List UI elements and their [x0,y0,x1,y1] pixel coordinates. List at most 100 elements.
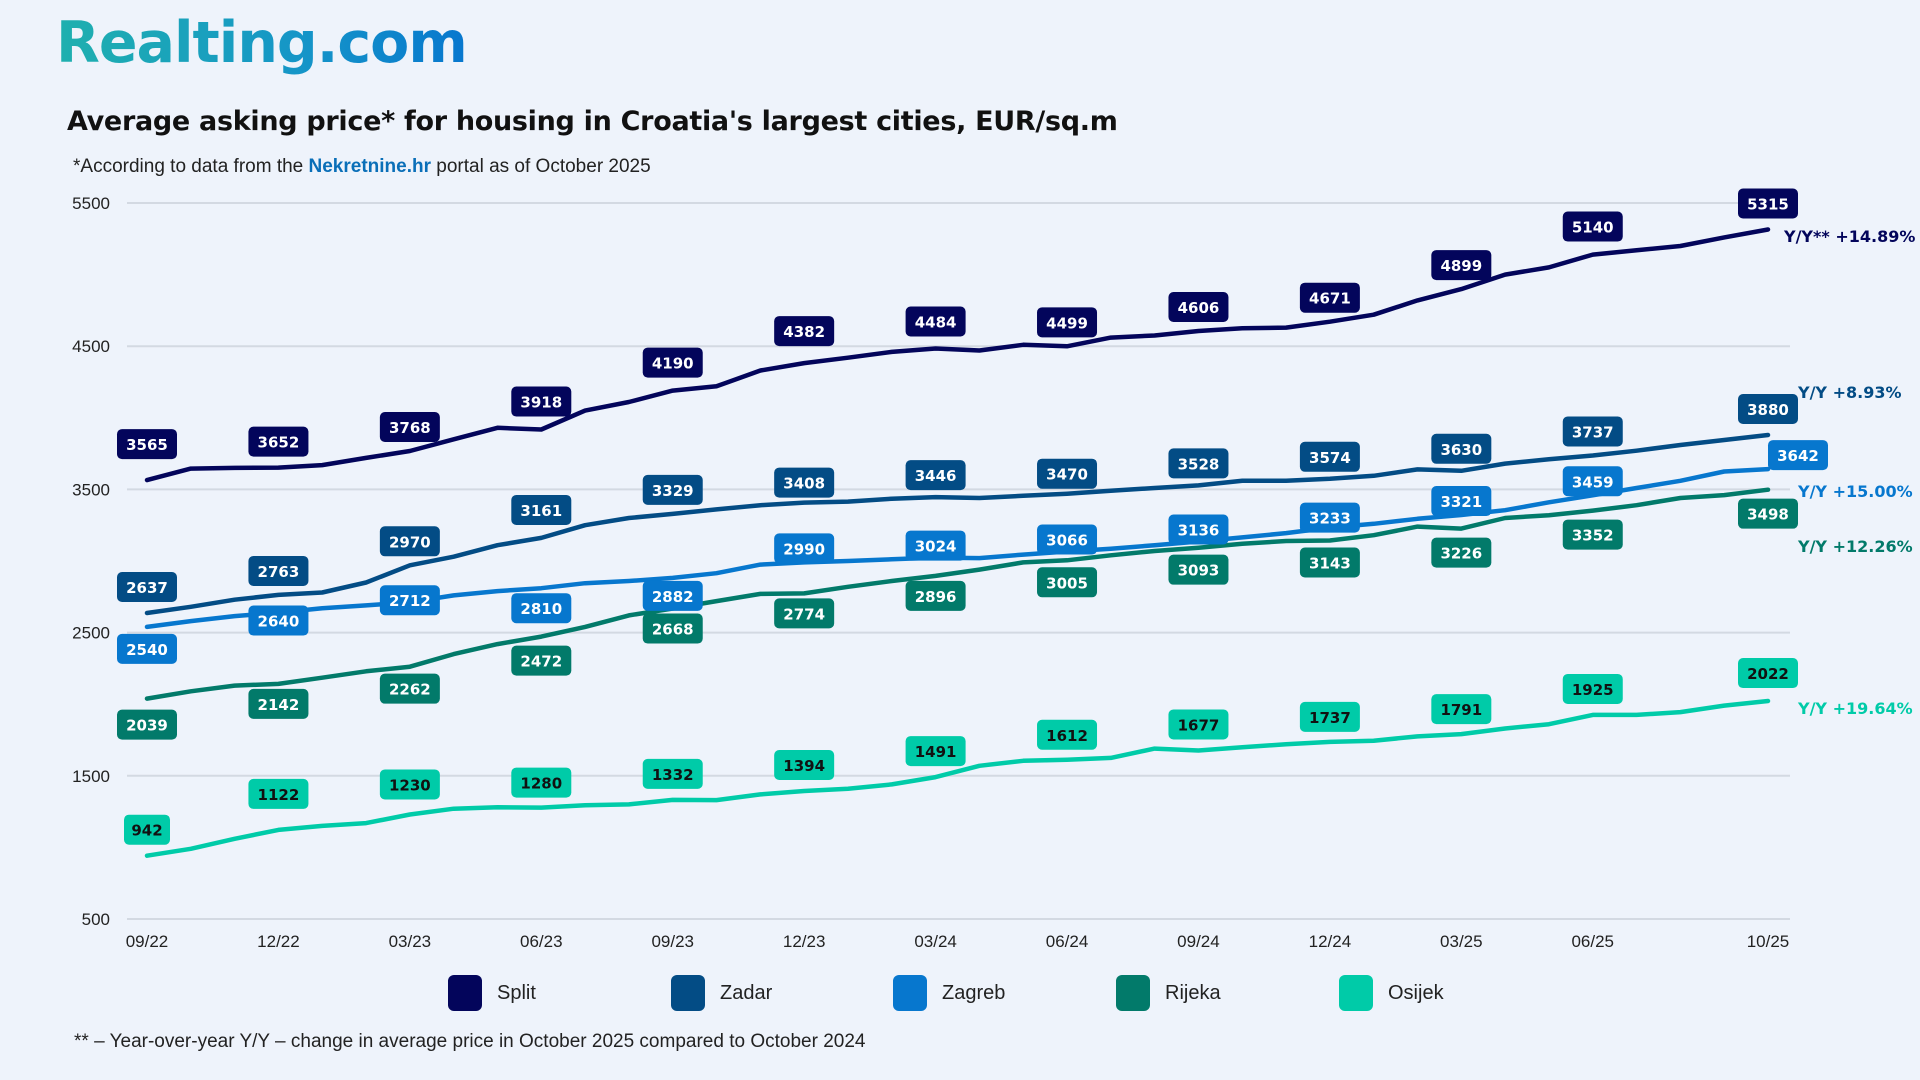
data-label-box [124,814,170,845]
data-label-box [1037,524,1098,555]
x-tick-label: 09/22 [126,932,169,951]
legend-item-zagreb[interactable]: Zagreb [893,975,1005,1011]
data-label-box [905,460,966,491]
y-tick-label: 500 [82,910,110,929]
data-label: 3880 [1747,401,1789,419]
data-labels-zadar: 2637 2763 2970 3161 3329 3408 3446 3470 3528 3574… [117,393,1798,602]
chart-title: Average asking price* for housing in Cro… [67,106,1118,137]
data-label: 1394 [783,757,825,775]
data-label: 4382 [783,323,825,341]
data-label: 1791 [1440,701,1482,719]
data-label: 2262 [389,681,431,699]
data-label: 3093 [1178,562,1220,580]
legend-item-split[interactable]: Split [448,975,536,1011]
x-tick-label: 09/23 [651,932,694,951]
data-label: 3459 [1572,473,1614,491]
data-label: 3024 [915,538,957,556]
series-line-zadar [144,432,1771,616]
data-label: 3321 [1440,493,1482,511]
source-link[interactable]: Nekretnine.hr [308,156,431,177]
legend-item-osijek[interactable]: Osijek [1339,975,1444,1011]
data-label-box [774,533,835,564]
data-labels-zagreb: 2540 2640 2712 2810 2882 2990 3024 3066 3136 3233… [117,440,1828,664]
data-label-box [1738,188,1798,219]
x-tick-label: 03/23 [389,932,432,951]
data-label-box [1562,466,1623,497]
data-label: 3737 [1572,423,1614,441]
data-label: 1612 [1046,727,1088,745]
data-label-box [1431,694,1492,725]
data-label: 1332 [652,766,694,784]
data-label: 2810 [520,600,562,618]
yoy-label-osijek: Y/Y +19.64% [1797,699,1913,718]
data-label-box [511,767,572,798]
data-label-box [774,598,835,629]
yoy-labels: Y/Y** +14.89% Y/Y +8.93% Y/Y +15.00% Y/Y +1… [1783,227,1915,718]
data-label: 4499 [1046,314,1088,332]
data-label-box [1431,486,1492,517]
x-tick-label: 12/23 [783,932,826,951]
footnote: ** – Year-over-year Y/Y – change in aver… [74,1031,866,1052]
data-label-box [1168,448,1229,479]
data-label: 3226 [1440,545,1482,563]
data-label: 3161 [520,502,562,520]
data-label-box [1037,307,1098,338]
data-label-box [511,386,572,417]
data-label: 2637 [126,579,168,597]
data-label: 2882 [652,588,694,606]
legend-label-osijek: Osijek [1388,981,1444,1004]
data-label: 4606 [1178,299,1220,317]
data-labels-rijeka: 2039 2142 2262 2472 2668 2774 2896 3005 3093 3143… [117,498,1798,740]
data-label: 5315 [1747,195,1789,213]
data-label: 3136 [1178,522,1220,540]
data-label: 3642 [1777,447,1819,465]
data-label-box [774,316,835,347]
data-label-box [379,526,440,557]
data-label: 1230 [389,776,431,794]
data-label-box [1037,719,1098,750]
data-label-box [1431,537,1492,568]
data-label-box [248,605,309,636]
data-label-box [511,645,572,676]
x-tick-label: 10/25 [1747,932,1790,951]
data-label-box [774,467,835,498]
legend-label-zagreb: Zagreb [942,981,1006,1004]
data-label: 2774 [783,605,825,623]
data-label-box [1168,554,1229,585]
data-label-box [248,555,309,586]
data-label: 3408 [783,475,825,493]
data-label-box [642,474,703,505]
x-tick-label: 06/23 [520,932,563,951]
data-label-box [1562,519,1623,550]
data-label: 2712 [389,592,431,610]
data-label-box [642,580,703,611]
legend: Split Zadar Zagreb Rijeka Osijek [0,975,1920,1015]
data-label-box [1299,547,1360,578]
legend-item-rijeka[interactable]: Rijeka [1116,975,1221,1011]
data-label-box [1431,433,1492,464]
data-label: 3233 [1309,510,1351,528]
y-tick-label: 5500 [72,194,110,213]
data-label: 1925 [1572,681,1614,699]
data-label-box [905,580,966,611]
data-label: 3446 [915,467,957,485]
data-label-box [642,613,703,644]
yoy-label-rijeka: Y/Y +12.26% [1797,537,1913,556]
data-label-box [248,688,309,719]
data-label-box [1299,441,1360,472]
x-tick-label: 12/24 [1309,932,1352,951]
data-label-box [117,429,177,460]
data-label-box [905,306,966,337]
legend-item-zadar[interactable]: Zadar [671,975,772,1011]
x-tick-label: 06/25 [1571,932,1614,951]
legend-swatch-osijek [1339,975,1373,1011]
data-label-box [1738,393,1798,424]
data-label-box [379,673,440,704]
data-label: 2142 [258,696,300,714]
y-tick-label: 2500 [72,624,110,643]
data-label-box [1738,658,1798,689]
data-label: 1280 [520,775,562,793]
data-label-box [1562,673,1623,704]
legend-swatch-zagreb [893,975,927,1011]
